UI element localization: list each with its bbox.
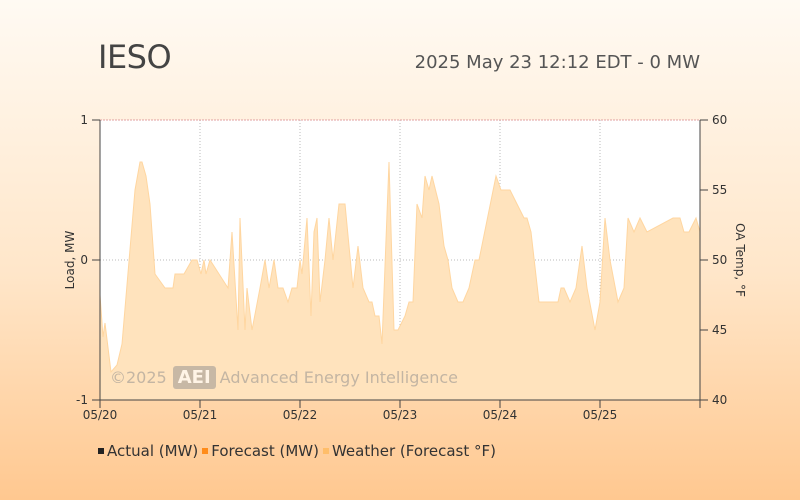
legend-item-forecast[interactable]: Forecast (MW) [202,442,319,460]
watermark: ©2025 AEI Advanced Energy Intelligence [110,366,458,389]
legend-label-forecast: Forecast (MW) [211,442,319,460]
legend-swatch-weather [322,448,329,454]
x-tick-label: 05/25 [583,408,618,422]
aei-logo: AEI [172,366,216,389]
legend-swatch-actual [98,448,104,454]
y-axis-label: Load, MW [63,231,77,290]
legend-label-actual: Actual (MW) [107,442,199,460]
y2-tick-label: 50 [712,253,727,267]
chart-title: IESO [98,38,172,76]
y2-axis-label: OA Temp, °F [733,223,747,297]
x-tick-label: 05/23 [383,408,418,422]
legend-swatch-forecast [202,448,209,454]
legend-item-weather[interactable]: Weather (Forecast °F) [322,442,496,460]
chart-legend: Actual (MW) Forecast (MW) Weather (Forec… [98,442,496,460]
x-tick-label: 05/21 [183,408,218,422]
x-tick-label: 05/24 [483,408,518,422]
y-tick-label: -1 [76,393,88,407]
legend-label-weather: Weather (Forecast °F) [331,442,496,460]
weather-series-layer [99,161,701,401]
watermark-copyright: ©2025 [110,368,167,387]
legend-item-actual[interactable]: Actual (MW) [98,442,198,460]
axis-layer: 05/20 05/21 05/22 05/23 05/24 05/25 1 0 -1 60 55 50… [76,113,727,422]
weather-area [99,161,701,401]
y2-tick-label: 60 [712,113,727,127]
x-tick-label: 05/20 [83,408,118,422]
y2-tick-label: 40 [712,393,727,407]
watermark-company: Advanced Energy Intelligence [219,368,458,387]
y2-tick-label: 55 [712,183,727,197]
chart-subtitle: 2025 May 23 12:12 EDT - 0 MW [414,52,700,73]
grid-layer [99,119,701,400]
y-tick-label: 0 [80,253,88,267]
y-tick-label: 1 [80,113,88,127]
x-tick-label: 05/22 [283,408,318,422]
y2-tick-label: 45 [712,323,727,337]
